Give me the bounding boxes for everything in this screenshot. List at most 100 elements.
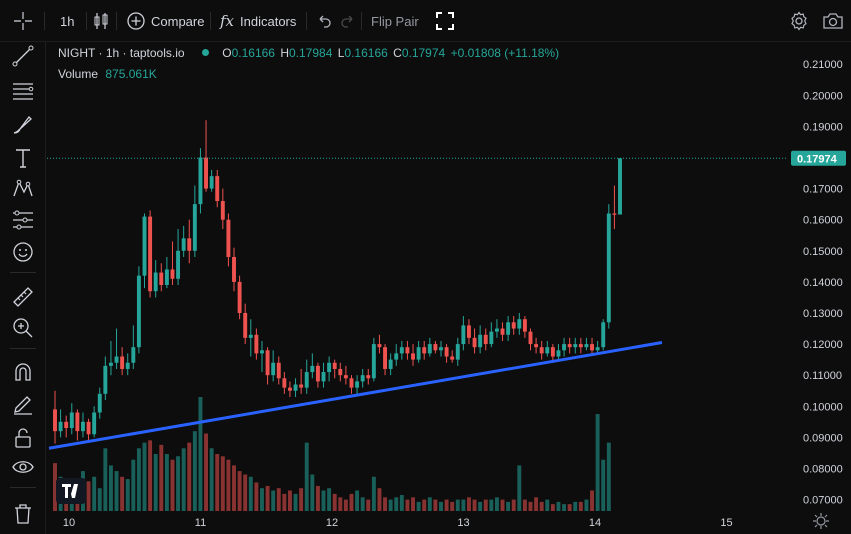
candle-body: [260, 350, 264, 354]
volume-bar: [170, 459, 175, 511]
candle-body: [545, 347, 550, 354]
volume-value: 875.061K: [105, 67, 157, 81]
volume-bar: [444, 499, 449, 511]
candle-body: [416, 347, 421, 360]
volume-bar: [187, 442, 192, 511]
volume-bar: [522, 499, 527, 511]
volume-bar: [243, 474, 248, 511]
volume-bar: [176, 456, 181, 511]
open-label: O: [222, 46, 232, 60]
camera-icon[interactable]: [822, 11, 844, 31]
candle-body: [170, 269, 175, 279]
undo-icon[interactable]: [316, 13, 332, 29]
candle-body: [360, 375, 365, 382]
candles-icon[interactable]: [92, 11, 110, 31]
symbol-name[interactable]: NIGHT: [58, 46, 96, 60]
y-tick-label: 0.08000: [803, 463, 843, 475]
eye-icon[interactable]: [11, 455, 35, 479]
candle-body: [310, 365, 315, 373]
candle-body: [243, 312, 248, 338]
text-tool-icon[interactable]: [11, 146, 35, 170]
pencil-lock-icon[interactable]: [11, 392, 35, 416]
settings-gear-icon[interactable]: [789, 11, 809, 31]
volume-bar: [455, 499, 460, 511]
indicators-button[interactable]: fx Indicators: [220, 0, 296, 42]
candle-body: [366, 375, 371, 379]
brush-tool-icon[interactable]: [11, 112, 35, 136]
volume-label: Volume: [58, 67, 99, 81]
volume-bar: [405, 499, 410, 511]
volume-bar: [394, 497, 399, 511]
volume-bar: [248, 476, 253, 511]
fullscreen-icon[interactable]: [436, 12, 454, 30]
volume-bar: [360, 497, 365, 511]
magnet-icon[interactable]: [11, 360, 35, 384]
candle-body: [573, 344, 578, 348]
volume-bar: [511, 499, 516, 511]
candle-body: [427, 344, 432, 354]
volume-bar: [97, 488, 102, 511]
candles: [53, 120, 622, 444]
volume-bar: [226, 459, 231, 511]
redo-icon[interactable]: [340, 13, 356, 29]
lock-icon[interactable]: [11, 426, 35, 450]
volume-bar: [590, 490, 594, 511]
volume-bar: [556, 501, 561, 511]
candle-body: [92, 412, 97, 435]
candle-body: [327, 362, 332, 373]
candle-body: [562, 344, 567, 351]
candle-body: [75, 412, 80, 432]
candle-body: [332, 362, 337, 369]
horizontal-lines-tool-icon[interactable]: [11, 78, 35, 102]
prediction-tool-icon[interactable]: [11, 208, 35, 232]
y-tick-label: 0.14000: [803, 277, 843, 289]
volume-bar: [131, 459, 136, 511]
candle-body: [517, 319, 522, 329]
toolbar-separator: [210, 12, 211, 30]
candle-body: [220, 201, 225, 220]
candle-body: [159, 272, 164, 285]
crosshair-icon[interactable]: [13, 11, 33, 31]
volume-bar: [388, 499, 393, 511]
candle-body: [131, 347, 136, 363]
trash-icon[interactable]: [11, 502, 35, 526]
y-tick-label: 0.15000: [803, 246, 843, 258]
toolbar-divider: [10, 272, 36, 273]
volume-bar: [232, 465, 236, 511]
candle-body: [86, 421, 91, 435]
volume-bar: [584, 499, 589, 511]
trendline[interactable]: [48, 341, 663, 450]
interval-button[interactable]: 1h: [60, 13, 75, 29]
candle-body: [590, 344, 594, 351]
pattern-tool-icon[interactable]: [11, 176, 35, 200]
volume-bar: [595, 414, 600, 511]
volume-bar: [606, 442, 611, 511]
volume-bar: [517, 465, 522, 511]
volume-bar: [366, 499, 371, 511]
ruler-icon[interactable]: [11, 285, 35, 309]
candle-body: [108, 362, 113, 366]
volume-bar: [108, 465, 113, 511]
auto-scale-icon[interactable]: [813, 513, 829, 529]
volume-bar: [601, 459, 606, 511]
toolbar-divider: [10, 487, 36, 488]
candle-body: [506, 322, 511, 335]
flip-pair-button[interactable]: Flip Pair: [371, 13, 419, 29]
candle-body: [198, 157, 203, 205]
volume-bar: [148, 440, 153, 511]
emoji-icon[interactable]: [11, 240, 35, 264]
candle-body: [467, 325, 471, 338]
compare-button[interactable]: Compare: [126, 0, 204, 42]
tradingview-logo[interactable]: [56, 478, 86, 504]
chart-legend: NIGHT · 1h · taptools.io O0.16166 H0.179…: [58, 46, 560, 60]
volume-bar: [343, 499, 348, 511]
volume-bar: [427, 497, 432, 511]
y-tick-label: 0.13000: [803, 308, 843, 320]
y-tick-label: 0.19000: [803, 121, 843, 133]
last-price-label: 0.17974: [791, 150, 846, 166]
volume-bars: [53, 397, 611, 511]
zoom-in-icon[interactable]: [11, 316, 35, 340]
trend-line-tool-icon[interactable]: [11, 44, 35, 68]
volume-bar: [332, 493, 337, 511]
